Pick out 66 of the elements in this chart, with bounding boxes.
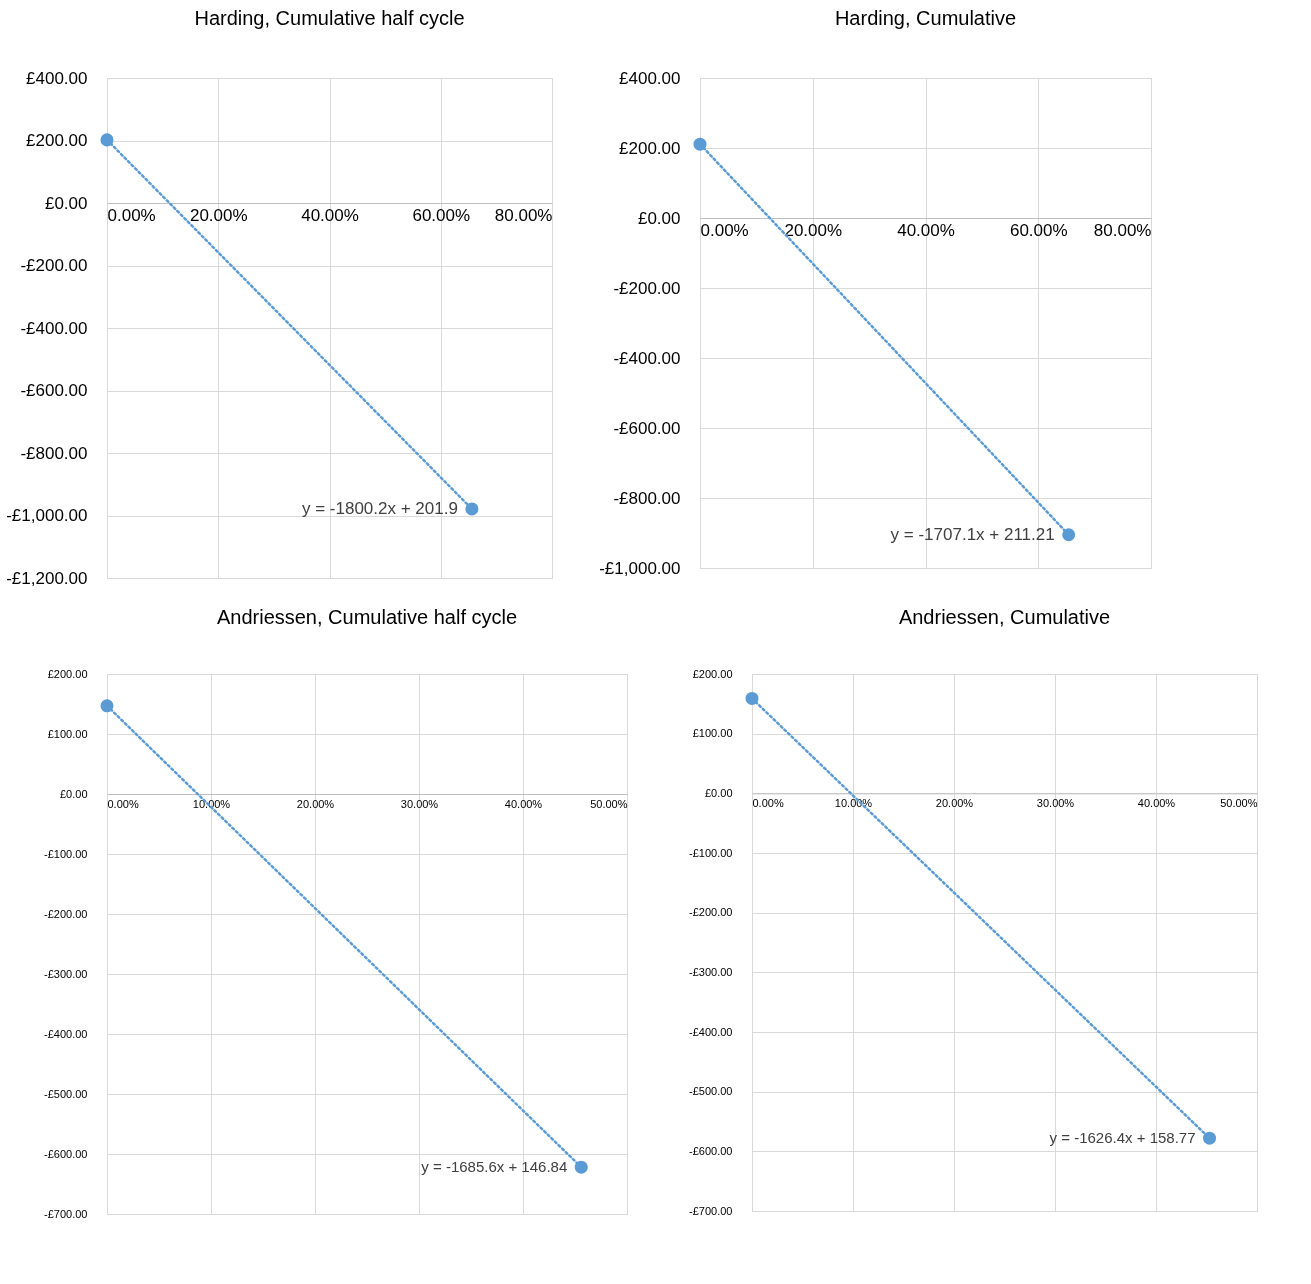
y-tick-label: £0.00 [637,208,681,228]
y-tick-label: -£300.00 [44,967,88,980]
x-tick-label: 20.00% [189,205,248,225]
y-tick-label: -£700.00 [44,1207,88,1220]
x-tick-label: 50.00% [590,797,628,810]
y-tick-label: -£200.00 [689,906,733,919]
y-tick-label: -£600.00 [44,1147,88,1160]
x-tick-label: 20.00% [296,797,335,810]
annotation: y = -1707.1x + 211.21 [890,524,1055,544]
x-tick-label: 20.00% [784,220,843,240]
y-tick-label: £200.00 [619,138,681,158]
x-tick-label: 60.00% [412,205,471,225]
x-tick-label: 30.00% [400,797,439,810]
y-tick-label: £100.00 [692,727,733,740]
y-tick-label: £400.00 [26,68,88,88]
chart-title: Andriessen, Cumulative half cycle [216,606,518,628]
y-tick-label: £200.00 [47,667,88,680]
y-tick-label: -£100.00 [44,847,88,860]
y-tick-label: -£600.00 [613,418,681,438]
y-tick-label: -£300.00 [689,965,733,978]
x-tick-label: 0.00% [752,796,784,809]
y-tick-label: -£200.00 [20,256,88,275]
y-tick-label: -£600.00 [689,1144,733,1157]
annotation: y = -1685.6x + 146.84 [421,1158,568,1176]
chart-title: Andriessen, Cumulative [898,606,1111,628]
y-tick-label: -£800.00 [613,488,681,508]
y-tick-label: -£1,000.00 [6,506,88,525]
x-tick-label: 80.00% [494,205,553,225]
x-tick-label: 10.00% [834,796,873,809]
y-tick-label: -£1,200.00 [6,568,88,588]
x-tick-label: 40.00% [301,205,359,225]
y-tick-label: -£500.00 [689,1085,733,1098]
chart-title: Harding, Cumulative [834,7,1017,29]
y-tick-label: -£400.00 [20,318,88,338]
y-tick-label: £0.00 [704,786,733,799]
y-tick-label: -£700.00 [689,1204,733,1217]
y-tick-label: -£800.00 [20,443,88,463]
y-tick-label: -£600.00 [20,381,88,400]
y-tick-label: £200.00 [26,131,88,150]
y-tick-label: -£200.00 [44,907,88,920]
x-tick-label: 0.00% [107,797,139,810]
x-tick-label: 40.00% [897,220,955,240]
y-tick-label: -£1,000.00 [599,558,681,578]
x-tick-label: 50.00% [1220,796,1258,809]
chart-title: Harding, Cumulative half cycle [194,7,465,29]
y-tick-label: -£200.00 [613,278,681,298]
x-tick-label: 0.00% [700,220,749,240]
annotation: y = -1626.4x + 158.77 [1049,1129,1196,1147]
y-tick-label: -£400.00 [44,1027,88,1040]
y-tick-label: £100.00 [47,727,88,740]
x-tick-label: 40.00% [504,797,543,810]
y-tick-label: -£400.00 [613,348,681,368]
x-tick-label: 80.00% [1093,220,1152,240]
y-tick-label: £400.00 [619,68,681,88]
y-tick-label: £0.00 [44,193,88,213]
annotation: y = -1800.2x + 201.9 [301,498,458,518]
x-tick-label: 20.00% [935,796,974,809]
x-tick-label: 30.00% [1036,796,1075,809]
y-tick-label: £200.00 [692,667,733,680]
y-tick-label: £0.00 [59,787,88,800]
x-tick-label: 60.00% [1009,220,1068,240]
y-tick-label: -£100.00 [689,846,733,859]
x-tick-label: 40.00% [1137,796,1176,809]
x-tick-label: 0.00% [107,205,156,225]
y-tick-label: -£500.00 [44,1087,88,1100]
y-tick-label: -£400.00 [689,1025,733,1038]
